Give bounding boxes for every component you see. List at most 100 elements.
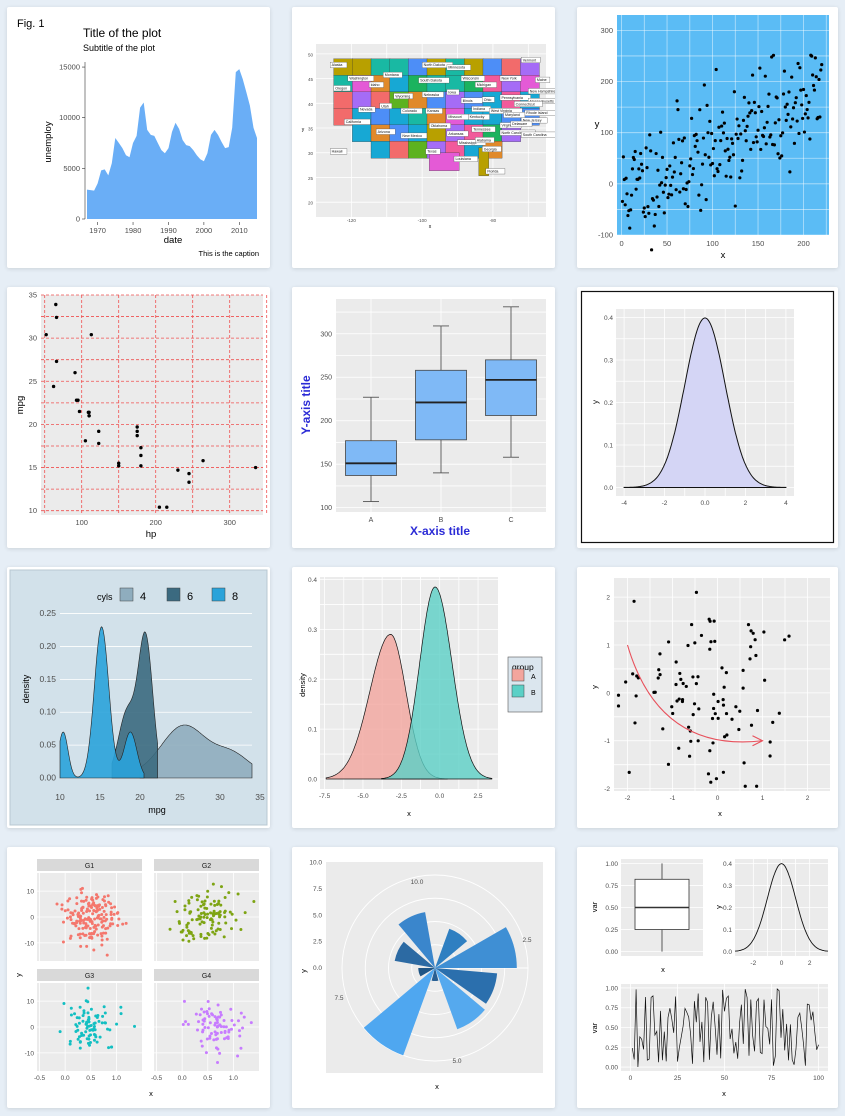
p7-legend-swatch-8 — [211, 587, 226, 602]
p4-ylabel: mpg — [15, 396, 26, 414]
p4-point — [187, 471, 191, 476]
p4-point — [139, 446, 143, 450]
p10-point-G4 — [203, 1025, 207, 1029]
p12-tl-xlabel: x — [661, 965, 665, 974]
p1-axes: 1970 1980 1990 2000 2010 0 5000 10000 15000 — [59, 62, 257, 235]
p10-point-G1 — [92, 925, 96, 929]
p10-xtick-label: 0.5 — [86, 1075, 95, 1082]
p10-point-G2 — [211, 930, 215, 934]
p1-title: Title of the plot — [83, 26, 162, 40]
p10-point-G2 — [195, 898, 199, 902]
p9-point — [670, 705, 674, 709]
p10-point-G2 — [185, 934, 189, 938]
p10-point-G2 — [203, 899, 207, 903]
p10-point-G4 — [209, 1032, 213, 1036]
p10-point-G3 — [102, 1005, 106, 1009]
p3-point — [818, 115, 822, 119]
p10-point-G2 — [177, 920, 181, 924]
p9-point — [755, 708, 760, 713]
p2-state-label-box — [521, 117, 548, 124]
p3-point — [633, 149, 637, 154]
p3-point — [720, 124, 724, 128]
p8-xtick-label: -5.0 — [357, 793, 369, 800]
p9-point — [677, 746, 681, 750]
p3-point — [817, 77, 821, 82]
p2-state-label: Maine — [537, 78, 547, 82]
p10-point-G3 — [75, 1016, 79, 1020]
p10-point-G3 — [84, 1030, 88, 1034]
p3-point — [691, 166, 696, 171]
p3-xtick-label: 100 — [706, 239, 719, 248]
p9-point — [616, 704, 621, 708]
p10-point-G4 — [219, 1031, 223, 1035]
p8-legend-swatch-B — [511, 684, 525, 698]
p2-state-label-box — [393, 93, 414, 100]
p10-point-G1 — [95, 906, 99, 910]
p9-point — [754, 653, 758, 658]
p3-point — [716, 169, 720, 174]
p3-point — [645, 165, 649, 170]
p3-point — [780, 154, 784, 158]
p10-point-G4 — [216, 1015, 220, 1019]
p10-point-G2 — [215, 902, 219, 906]
p9-ytick-label: 0 — [606, 690, 610, 697]
p10-point-G3 — [68, 1042, 72, 1046]
p3-point — [785, 102, 789, 106]
p10-point-G2 — [205, 895, 209, 899]
p10-point-G1 — [61, 940, 65, 944]
p9-point — [768, 740, 772, 744]
p3-xtick-label: 0 — [619, 239, 623, 248]
p3-point — [722, 121, 726, 125]
p3-point — [749, 147, 753, 151]
p8-legend-title: group — [512, 662, 534, 672]
p3-point — [778, 156, 782, 160]
panel-6-normal-density: -4 -2 0.0 2 4 0.0 0.1 0.2 0.3 0.4 y — [577, 287, 838, 548]
p10-point-G1 — [93, 904, 97, 908]
p10-point-G4 — [216, 1003, 220, 1007]
p10-point-G1 — [84, 924, 88, 928]
p12-tl-ytick-label: 0.75 — [605, 883, 618, 890]
p2-state-label: Georgia — [484, 147, 497, 151]
p4-point — [76, 398, 80, 402]
p10-point-G1 — [88, 927, 92, 931]
p10-point-G1 — [80, 899, 84, 903]
p3-point — [677, 137, 681, 141]
p6-ylabel: y — [591, 400, 600, 404]
p3-point — [705, 103, 709, 107]
p2-ylabel: y — [302, 127, 305, 133]
p11-ytick-label: 0.0 — [313, 965, 322, 972]
p10-point-G3 — [95, 1040, 99, 1044]
p3-point — [788, 170, 792, 174]
p10-strip-G4 — [154, 969, 259, 981]
p3-point — [787, 90, 791, 94]
p12-tr-ytick-label: 0.2 — [723, 905, 732, 912]
p3-point — [656, 168, 660, 172]
p10-point-G2 — [209, 911, 213, 915]
p10-point-G4 — [213, 1030, 217, 1034]
p10-point-G2 — [224, 921, 228, 925]
p10-point-G1 — [100, 943, 104, 947]
p8-legend-swatch-A — [511, 668, 525, 682]
p10-point-G2 — [190, 918, 194, 922]
p9-point — [724, 670, 728, 675]
p9-point — [741, 686, 745, 690]
p10-point-G1 — [79, 944, 83, 948]
p2-state-label-box — [460, 75, 485, 82]
p3-point — [681, 187, 686, 191]
p9-point — [751, 631, 755, 635]
p10-point-G2 — [213, 932, 217, 936]
p6-ytick-label: 0.3 — [604, 358, 613, 365]
p4-point — [117, 461, 121, 465]
p10-point-G4 — [207, 1007, 211, 1011]
p3-point — [719, 139, 723, 143]
p3-point — [751, 140, 756, 145]
panel-5-boxplot: A B C 100 150 200 250 300 X-axis title Y-axis t… — [292, 287, 555, 548]
p3-point — [689, 157, 693, 161]
p3-point — [792, 141, 797, 145]
p10-point-G2 — [223, 910, 227, 914]
p3-point — [773, 121, 777, 125]
p9-point — [690, 622, 694, 627]
p6-xtick-label: -2 — [662, 500, 668, 507]
p3-xtick-label: 150 — [752, 239, 765, 248]
p10-xtick-label: 1.0 — [112, 1075, 121, 1082]
